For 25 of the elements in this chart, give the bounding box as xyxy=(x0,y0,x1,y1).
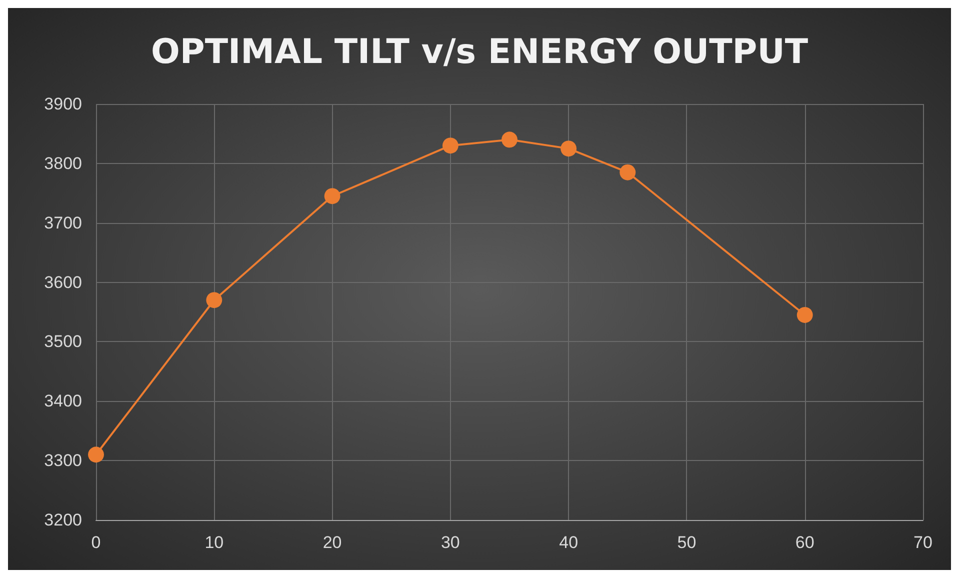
y-tick-label: 3900 xyxy=(44,94,82,114)
y-tick-label: 3400 xyxy=(44,392,82,411)
point xyxy=(560,140,577,157)
point xyxy=(324,188,340,204)
point xyxy=(502,132,518,148)
point xyxy=(442,138,458,154)
x-tick-label: 70 xyxy=(914,533,932,552)
x-tick-label: 60 xyxy=(795,533,814,552)
x-tick-label: 30 xyxy=(440,533,460,552)
chart-title: OPTIMAL TILT v/s ENERGY OUTPUT xyxy=(150,32,809,72)
point xyxy=(620,164,636,180)
x-tick-label: 40 xyxy=(559,533,578,552)
x-tick-label: 10 xyxy=(204,533,224,552)
point xyxy=(206,292,222,308)
x-tick-label: 50 xyxy=(677,533,696,552)
y-tick-label: 3600 xyxy=(44,272,82,292)
y-tick-label: 3800 xyxy=(44,154,82,173)
y-tick-label: 3700 xyxy=(44,213,82,232)
y-tick-label: 3300 xyxy=(44,451,82,470)
point xyxy=(796,306,813,323)
y-tick-label: 3200 xyxy=(44,510,82,530)
x-tick-label: 20 xyxy=(322,533,342,552)
x-tick-label: 0 xyxy=(91,533,101,552)
y-tick-label: 3500 xyxy=(44,332,82,352)
point xyxy=(88,446,104,463)
